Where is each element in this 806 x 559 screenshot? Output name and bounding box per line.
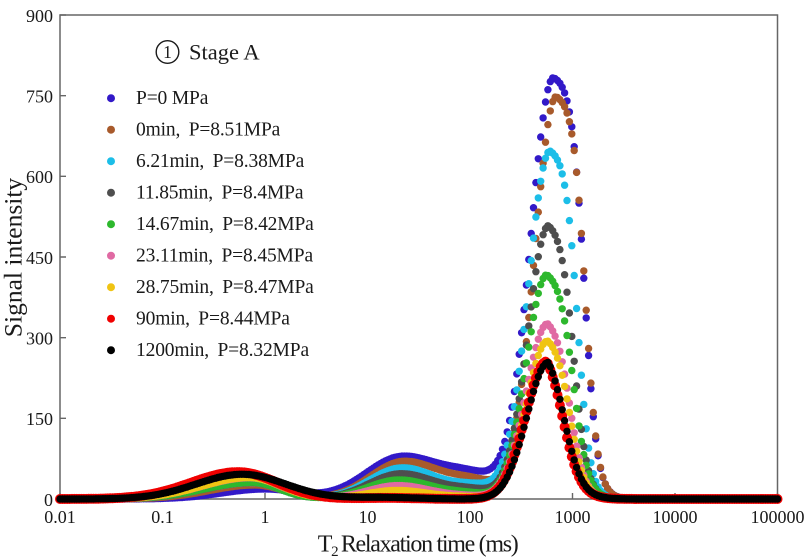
svg-text:0min, P=8.51MPa: 0min, P=8.51MPa bbox=[136, 119, 281, 140]
svg-text:900: 900 bbox=[26, 6, 53, 26]
svg-text:100: 100 bbox=[457, 507, 484, 527]
svg-text:100000: 100000 bbox=[751, 507, 805, 527]
svg-text:11.85min, P=8.4MPa: 11.85min, P=8.4MPa bbox=[136, 182, 304, 203]
svg-text:0.01: 0.01 bbox=[44, 507, 76, 527]
svg-text:90min, P=8.44MPa: 90min, P=8.44MPa bbox=[136, 308, 290, 329]
svg-text:T2 Relaxation time (ms): T2 Relaxation time (ms) bbox=[318, 532, 518, 559]
svg-text:0.1: 0.1 bbox=[151, 507, 174, 527]
svg-text:1000: 1000 bbox=[555, 507, 591, 527]
svg-text:600: 600 bbox=[26, 167, 53, 187]
svg-text:10000: 10000 bbox=[653, 507, 698, 527]
svg-text:1: 1 bbox=[261, 507, 270, 527]
svg-text:150: 150 bbox=[26, 409, 53, 429]
svg-text:1: 1 bbox=[163, 42, 172, 62]
svg-text:750: 750 bbox=[26, 87, 53, 107]
svg-text:P=0 MPa: P=0 MPa bbox=[136, 88, 209, 109]
svg-text:300: 300 bbox=[26, 329, 53, 349]
svg-text:23.11min, P=8.45MPa: 23.11min, P=8.45MPa bbox=[136, 245, 313, 266]
svg-text:Signal intensity: Signal intensity bbox=[0, 178, 28, 338]
svg-text:28.75min, P=8.47MPa: 28.75min, P=8.47MPa bbox=[136, 277, 314, 298]
svg-text:6.21min, P=8.38MPa: 6.21min, P=8.38MPa bbox=[136, 151, 305, 172]
svg-text:14.67min, P=8.42MPa: 14.67min, P=8.42MPa bbox=[136, 214, 314, 235]
svg-text:Stage A: Stage A bbox=[189, 40, 260, 65]
svg-text:450: 450 bbox=[26, 248, 53, 268]
svg-text:1200min, P=8.32MPa: 1200min, P=8.32MPa bbox=[136, 340, 309, 361]
svg-text:10: 10 bbox=[359, 507, 377, 527]
svg-text:0: 0 bbox=[44, 490, 53, 510]
